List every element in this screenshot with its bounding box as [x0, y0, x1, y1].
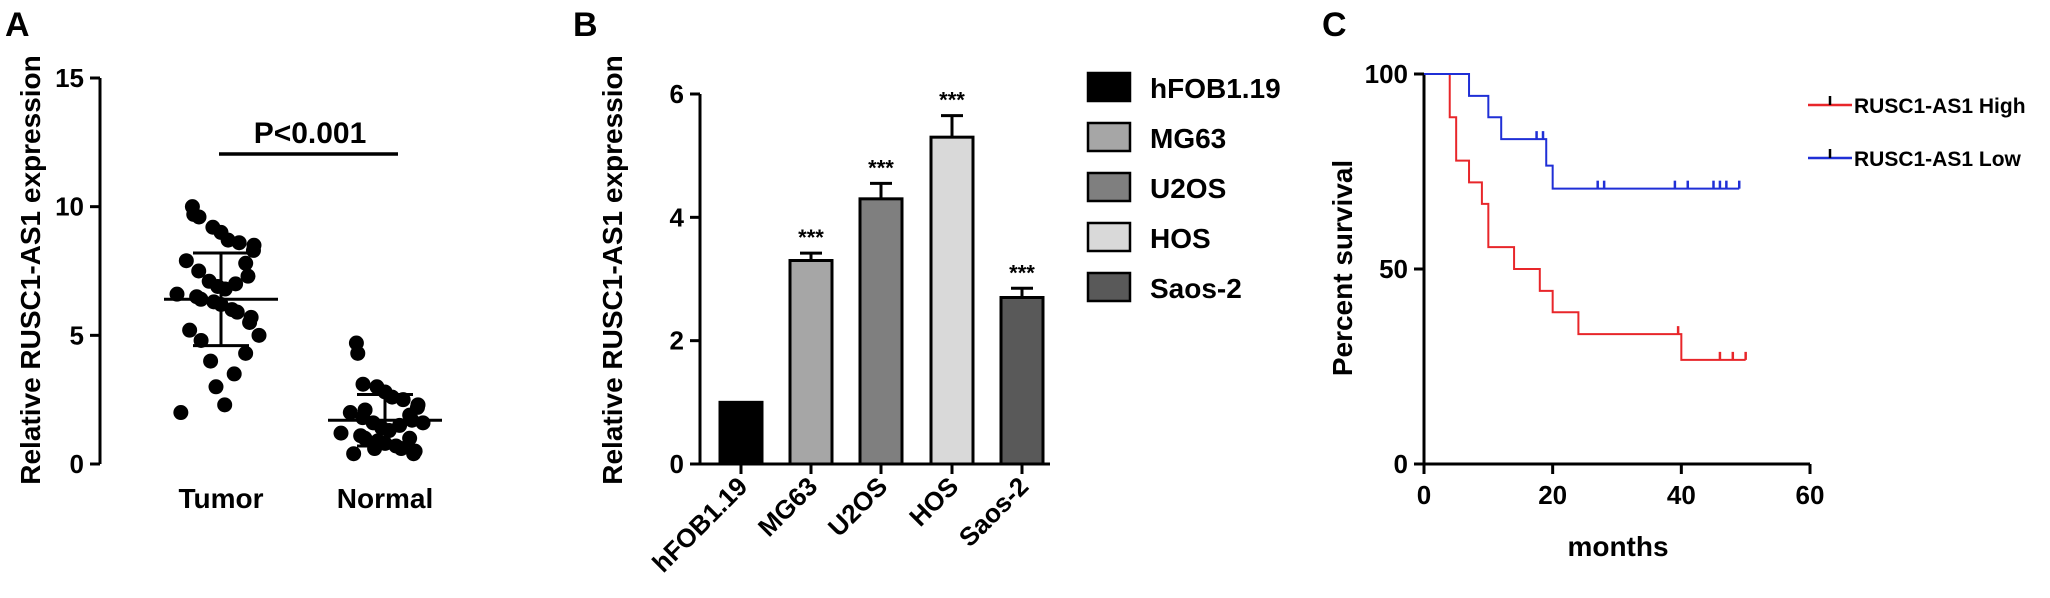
panel-a-data-point — [191, 209, 207, 225]
panel-a-data-point — [173, 405, 189, 421]
panel-b-y-tick-label: 4 — [670, 202, 685, 232]
panel-a-y-tick-label: 0 — [70, 449, 84, 479]
panel-b-category-label: U2OS — [822, 471, 893, 542]
panel-b-legend-swatch — [1086, 171, 1132, 203]
panel-a-data-point — [245, 242, 261, 258]
panel-b-bar — [718, 400, 764, 466]
panel-a-data-point — [217, 397, 233, 413]
panel-b-legend-label: MG63 — [1150, 123, 1226, 154]
panel-a-data-point — [251, 327, 267, 343]
panel-b-category-label: MG63 — [752, 471, 823, 542]
panel-b-y-tick-label: 0 — [670, 449, 684, 479]
panel-a-data-point — [357, 430, 373, 446]
panel-a-data-point — [406, 446, 422, 462]
panel-b-legend-swatch — [1086, 221, 1132, 253]
panel-b-legend-swatch — [1086, 121, 1132, 153]
panel-b-legend-label: HOS — [1150, 223, 1211, 254]
panel-b-category-label: Saos-2 — [953, 471, 1035, 553]
panel-b-legend-swatch — [1086, 271, 1132, 303]
panel-a-data-point — [333, 425, 349, 441]
panel-c-x-tick-label: 40 — [1667, 480, 1696, 510]
panel-b-legend-label: U2OS — [1150, 173, 1226, 204]
panel-a-data-point — [226, 366, 242, 382]
panel-a-y-tick-label: 10 — [55, 192, 84, 222]
panel-a-data-point — [238, 255, 254, 271]
panel-c-x-tick-label: 60 — [1796, 480, 1825, 510]
panel-c-legend-label: RUSC1-AS1 High — [1854, 95, 2026, 118]
panel-a-data-point — [367, 441, 383, 457]
panel-a-data-point — [238, 345, 254, 361]
panel-a-data-point — [415, 415, 431, 431]
panel-b-bar — [999, 296, 1045, 466]
panel-a-data-point — [350, 345, 366, 361]
panel-label-b: B — [573, 6, 598, 44]
panel-b-bar — [788, 259, 834, 466]
panel-c-survival-line — [1424, 73, 1740, 190]
panel-b-significance-label: *** — [939, 88, 965, 113]
panel-label-a: A — [5, 6, 30, 44]
panel-b-category-label: HOS — [903, 471, 964, 532]
panel-a-data-point — [355, 376, 371, 392]
panel-label-c: C — [1322, 6, 1347, 44]
panel-a-data-point — [402, 430, 418, 446]
panel-a-category-label: Tumor — [178, 483, 263, 514]
panel-b-significance-label: *** — [1009, 260, 1035, 285]
panel-a-data-point — [182, 322, 198, 338]
panel-b-bar — [929, 135, 975, 466]
panel-b-y-tick-label: 6 — [670, 79, 684, 109]
panel-b-legend-swatch — [1086, 71, 1132, 103]
panel-c-y-tick-label: 50 — [1379, 254, 1408, 284]
panel-a-data-point — [346, 446, 362, 462]
panel-a-category-label: Normal — [337, 483, 433, 514]
panel-b-y-tick-label: 2 — [670, 326, 684, 356]
panel-a-data-point — [342, 405, 358, 421]
panel-a-annotation: P<0.001 — [254, 117, 367, 150]
panel-a-y-tick-label: 5 — [70, 320, 84, 350]
panel-c-x-axis-label: months — [1567, 531, 1668, 562]
panel-a-y-tick-label: 15 — [55, 63, 84, 93]
panel-b-legend-label: Saos-2 — [1150, 273, 1242, 304]
panel-c-legend-label: RUSC1-AS1 Low — [1854, 148, 2022, 171]
panel-a-data-point — [357, 402, 373, 418]
panel-a-data-point — [203, 353, 219, 369]
panel-c-survival: Percent survival months 0 50 100 0 20 40 60 RUS… — [1327, 59, 2026, 562]
panel-b-y-axis-label: Relative RUSC1-AS1 expression — [597, 55, 628, 485]
panel-c-x-tick-label: 20 — [1538, 480, 1567, 510]
panel-a-data-point — [191, 263, 207, 279]
panel-b-bar — [858, 197, 904, 466]
panel-c-y-tick-label: 0 — [1394, 449, 1408, 479]
panel-a-scatter: Relative RUSC1-AS1 expression P<0.001 0 5… — [15, 55, 442, 514]
panel-b-legend-label: hFOB1.19 — [1150, 73, 1281, 104]
panel-b-bar: Relative RUSC1-AS1 expression 0 2 4 6 hFOB1.… — [597, 55, 1281, 578]
panel-c-y-axis-label: Percent survival — [1327, 160, 1358, 376]
panel-b-category-label: hFOB1.19 — [646, 471, 753, 578]
panel-b-significance-label: *** — [798, 225, 824, 250]
panel-a-data-point — [229, 304, 245, 320]
panel-a-data-point — [178, 253, 194, 269]
panel-c-survival-line — [1424, 73, 1746, 361]
panel-c-y-tick-label: 100 — [1365, 59, 1408, 89]
panel-a-data-point — [231, 235, 247, 251]
panel-c-x-tick-label: 0 — [1417, 480, 1431, 510]
panel-b-significance-label: *** — [868, 155, 894, 180]
panel-a-data-point — [208, 379, 224, 395]
panel-a-y-axis-label: Relative RUSC1-AS1 expression — [15, 55, 46, 485]
panel-a-data-point — [240, 268, 256, 284]
panel-a-data-point — [242, 314, 258, 330]
